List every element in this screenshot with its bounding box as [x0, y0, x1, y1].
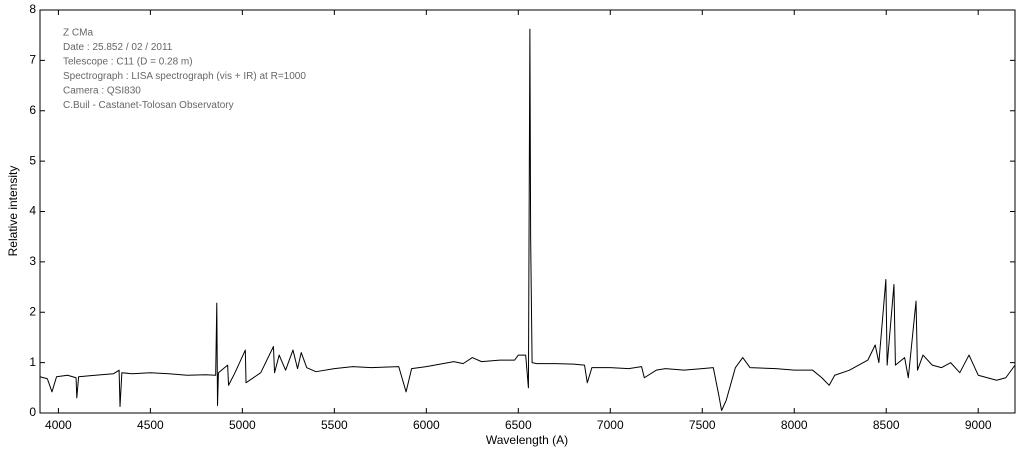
x-tick-label: 9000 — [965, 418, 992, 432]
x-tick-label: 7500 — [689, 418, 716, 432]
x-tick-label: 7000 — [597, 418, 624, 432]
y-tick-label: 1 — [29, 355, 36, 369]
annotation: Camera : QSI830 — [63, 86, 141, 97]
y-tick-label: 4 — [29, 204, 36, 218]
annotation: C.Buil - Castanet-Tolosan Observatory — [63, 100, 234, 111]
y-tick-label: 7 — [29, 53, 36, 67]
x-tick-label: 8000 — [781, 418, 808, 432]
y-tick-label: 8 — [29, 2, 36, 16]
annotation: Z CMa — [63, 28, 93, 39]
plot-frame — [39, 9, 1016, 414]
x-tick-label: 4500 — [137, 418, 164, 432]
x-tick-label: 5500 — [321, 418, 348, 432]
y-axis-label: Relative intensity — [6, 166, 20, 257]
x-tick-label: 8500 — [873, 418, 900, 432]
x-tick-label: 5000 — [229, 418, 256, 432]
annotation: Telescope : C11 (D = 0.28 m) — [63, 57, 193, 68]
x-tick-label: 6000 — [413, 418, 440, 432]
x-axis-label: Wavelength (A) — [486, 433, 568, 447]
y-tick-label: 0 — [29, 405, 36, 419]
y-tick-label: 2 — [29, 304, 36, 318]
y-tick-label: 6 — [29, 103, 36, 117]
x-tick-label: 4000 — [45, 418, 72, 432]
y-tick-label: 5 — [29, 153, 36, 167]
y-tick-label: 3 — [29, 254, 36, 268]
spectrum-line — [39, 28, 1016, 411]
annotation: Spectrograph : LISA spectrograph (vis + … — [63, 71, 306, 82]
annotation: Date : 25.852 / 02 / 2011 — [63, 42, 173, 53]
x-tick-label: 6500 — [505, 418, 532, 432]
